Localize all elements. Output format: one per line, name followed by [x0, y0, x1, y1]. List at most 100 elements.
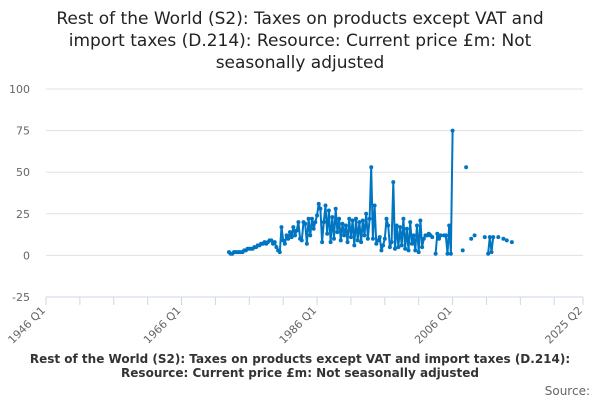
data-point[interactable] — [347, 216, 352, 221]
data-point[interactable] — [370, 236, 375, 241]
data-point[interactable] — [464, 165, 469, 170]
data-point[interactable] — [372, 203, 377, 208]
data-point[interactable] — [350, 218, 355, 223]
data-point[interactable] — [335, 230, 340, 235]
data-point[interactable] — [391, 180, 396, 185]
data-point[interactable] — [348, 235, 353, 240]
data-point[interactable] — [416, 250, 421, 255]
data-point[interactable] — [487, 235, 492, 240]
data-point[interactable] — [330, 215, 335, 220]
data-point[interactable] — [448, 251, 453, 256]
data-point[interactable] — [469, 236, 474, 241]
data-point[interactable] — [364, 211, 369, 216]
data-point[interactable] — [365, 236, 370, 241]
data-point[interactable] — [293, 233, 298, 238]
data-point[interactable] — [362, 233, 367, 238]
data-point[interactable] — [286, 236, 291, 241]
data-point[interactable] — [450, 128, 455, 133]
data-point[interactable] — [328, 240, 333, 245]
data-point[interactable] — [486, 251, 491, 256]
data-point[interactable] — [272, 240, 277, 245]
data-point[interactable] — [387, 245, 392, 250]
data-point[interactable] — [482, 235, 487, 240]
data-point[interactable] — [281, 238, 286, 243]
data-point[interactable] — [443, 233, 448, 238]
data-point[interactable] — [284, 233, 289, 238]
data-point[interactable] — [438, 233, 443, 238]
data-point[interactable] — [289, 235, 294, 240]
data-point[interactable] — [414, 223, 419, 228]
data-point[interactable] — [304, 241, 309, 246]
data-point[interactable] — [357, 220, 362, 225]
data-point[interactable] — [282, 241, 287, 246]
data-point[interactable] — [420, 245, 425, 250]
data-point[interactable] — [318, 206, 323, 211]
data-point[interactable] — [369, 165, 374, 170]
data-point[interactable] — [323, 203, 328, 208]
data-point[interactable] — [342, 233, 347, 238]
data-point[interactable] — [401, 216, 406, 221]
data-point[interactable] — [411, 233, 416, 238]
data-point[interactable] — [326, 208, 331, 213]
data-point[interactable] — [360, 218, 365, 223]
data-point[interactable] — [303, 221, 308, 226]
data-point[interactable] — [501, 236, 506, 241]
data-point[interactable] — [445, 251, 450, 256]
data-point[interactable] — [291, 225, 296, 230]
data-point[interactable] — [398, 225, 403, 230]
data-point[interactable] — [359, 240, 364, 245]
data-point[interactable] — [354, 216, 359, 221]
data-point[interactable] — [447, 223, 452, 228]
data-point[interactable] — [316, 201, 321, 206]
data-point[interactable] — [315, 213, 320, 218]
data-point[interactable] — [338, 238, 343, 243]
data-point[interactable] — [308, 233, 313, 238]
data-point[interactable] — [460, 248, 465, 253]
data-point[interactable] — [294, 228, 299, 233]
data-point[interactable] — [331, 236, 336, 241]
data-point[interactable] — [386, 223, 391, 228]
data-point[interactable] — [345, 240, 350, 245]
data-point[interactable] — [399, 243, 404, 248]
data-point[interactable] — [274, 245, 279, 250]
data-point[interactable] — [384, 216, 389, 221]
data-point[interactable] — [377, 235, 382, 240]
data-point[interactable] — [277, 250, 282, 255]
data-point[interactable] — [325, 231, 330, 236]
data-point[interactable] — [504, 238, 509, 243]
data-point[interactable] — [343, 223, 348, 228]
data-point[interactable] — [382, 236, 387, 241]
data-point[interactable] — [320, 240, 325, 245]
data-point[interactable] — [509, 240, 514, 245]
data-point[interactable] — [306, 216, 311, 221]
data-point[interactable] — [333, 206, 338, 211]
data-point[interactable] — [299, 238, 304, 243]
data-point[interactable] — [408, 220, 413, 225]
data-point[interactable] — [409, 241, 414, 246]
data-point[interactable] — [430, 235, 435, 240]
data-point[interactable] — [406, 248, 411, 253]
data-point[interactable] — [313, 220, 318, 225]
data-point[interactable] — [403, 246, 408, 251]
data-point[interactable] — [496, 235, 501, 240]
data-point[interactable] — [421, 236, 426, 241]
data-point[interactable] — [287, 230, 292, 235]
data-point[interactable] — [472, 233, 477, 238]
data-point[interactable] — [355, 238, 360, 243]
data-point[interactable] — [311, 226, 316, 231]
data-point[interactable] — [437, 236, 442, 241]
data-point[interactable] — [389, 240, 394, 245]
data-point[interactable] — [392, 246, 397, 251]
data-point[interactable] — [337, 216, 342, 221]
data-point[interactable] — [279, 225, 284, 230]
data-point[interactable] — [413, 248, 418, 253]
data-point[interactable] — [309, 216, 314, 221]
data-point[interactable] — [381, 243, 386, 248]
data-point[interactable] — [374, 241, 379, 246]
data-point[interactable] — [489, 250, 494, 255]
data-point[interactable] — [394, 223, 399, 228]
data-point[interactable] — [296, 220, 301, 225]
data-point[interactable] — [491, 235, 496, 240]
data-point[interactable] — [376, 238, 381, 243]
data-point[interactable] — [433, 251, 438, 256]
